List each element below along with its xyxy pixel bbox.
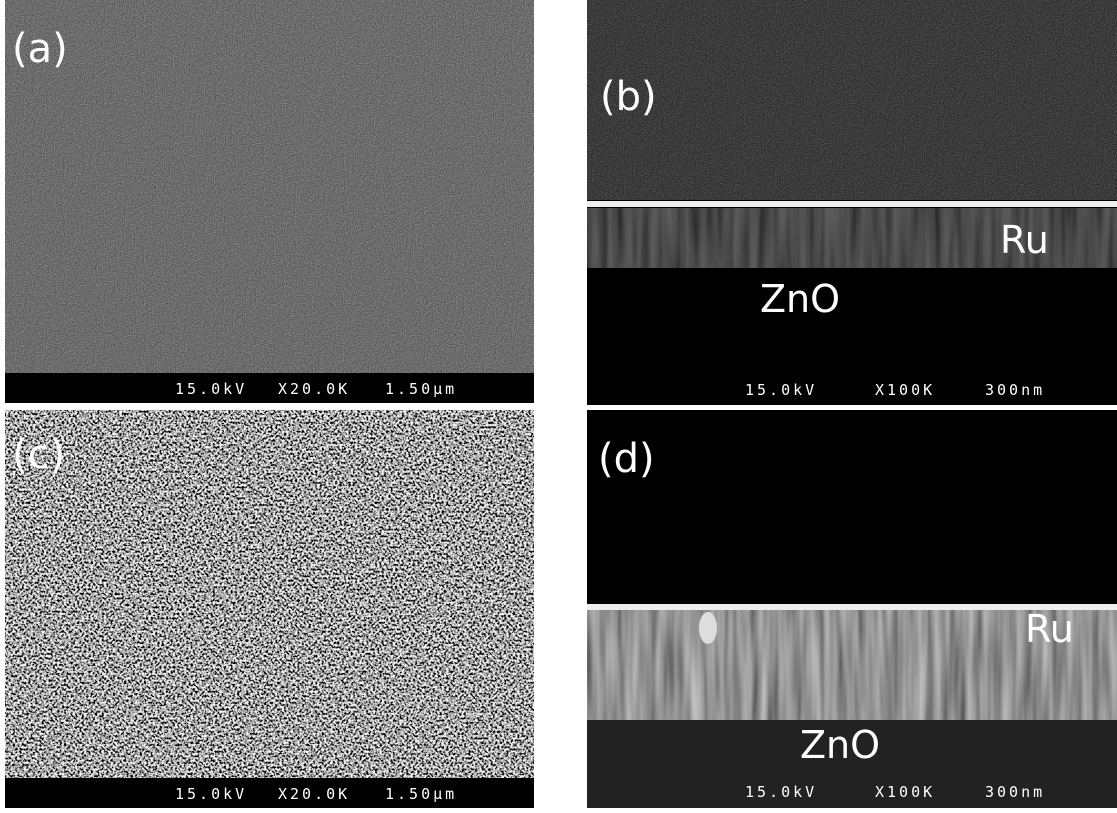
- layer-label: ZnO: [800, 723, 880, 767]
- panel-label: (d): [598, 436, 655, 482]
- columns: [587, 610, 1117, 720]
- voltage: 15.0kV: [175, 785, 247, 803]
- magnification: X100K: [875, 381, 935, 399]
- texture: [587, 0, 1117, 200]
- layer-label: Ru: [1000, 218, 1049, 262]
- voltage: 15.0kV: [175, 380, 247, 398]
- info-bar: [5, 778, 534, 808]
- voltage: 15.0kV: [745, 783, 817, 801]
- interface: [587, 604, 1117, 610]
- layer-label: Ru: [1025, 607, 1074, 651]
- columns: [587, 208, 1117, 268]
- panel-label: (b): [600, 74, 657, 120]
- panel-a: (a) 15.0kV X20.0K 1.50μm: [5, 0, 534, 403]
- texture: [5, 410, 534, 778]
- magnification: X20.0K: [278, 785, 350, 803]
- panel-d: (d) Ru ZnO 15.0kV X100K 300nm: [587, 410, 1117, 808]
- scale: 300nm: [985, 783, 1045, 801]
- grain: [699, 612, 717, 644]
- scale: 300nm: [985, 381, 1045, 399]
- panel-c: (c) 15.0kV X20.0K 1.50μm: [5, 410, 534, 808]
- layer-label: ZnO: [760, 277, 840, 321]
- magnification: X100K: [875, 783, 935, 801]
- texture: [5, 0, 534, 373]
- scale: 1.50μm: [385, 785, 457, 803]
- panel-label: (c): [12, 432, 65, 478]
- voltage: 15.0kV: [745, 381, 817, 399]
- magnification: X20.0K: [278, 380, 350, 398]
- panel-b: (b) Ru ZnO 15.0kV X100K 300nm: [587, 0, 1117, 405]
- info-bar: [5, 373, 534, 403]
- scale: 1.50μm: [385, 380, 457, 398]
- interface: [587, 201, 1117, 207]
- panel-label: (a): [12, 26, 68, 72]
